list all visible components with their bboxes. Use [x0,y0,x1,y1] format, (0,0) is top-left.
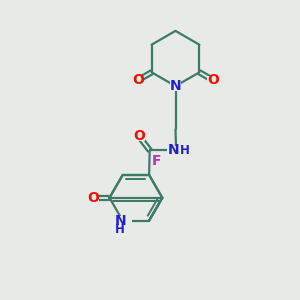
Text: H: H [180,144,189,158]
FancyBboxPatch shape [167,146,185,155]
Text: N: N [170,79,181,93]
Text: O: O [133,130,145,143]
FancyBboxPatch shape [152,157,162,166]
Text: N: N [115,214,126,228]
FancyBboxPatch shape [170,82,181,91]
Text: O: O [132,73,144,87]
FancyBboxPatch shape [134,132,145,141]
FancyBboxPatch shape [113,216,133,225]
Text: O: O [207,73,219,87]
Text: F: F [152,154,162,168]
FancyBboxPatch shape [87,193,99,202]
FancyBboxPatch shape [132,76,144,85]
FancyBboxPatch shape [207,76,219,85]
Text: N: N [168,143,179,157]
Text: H: H [116,223,125,236]
Text: O: O [87,191,99,205]
